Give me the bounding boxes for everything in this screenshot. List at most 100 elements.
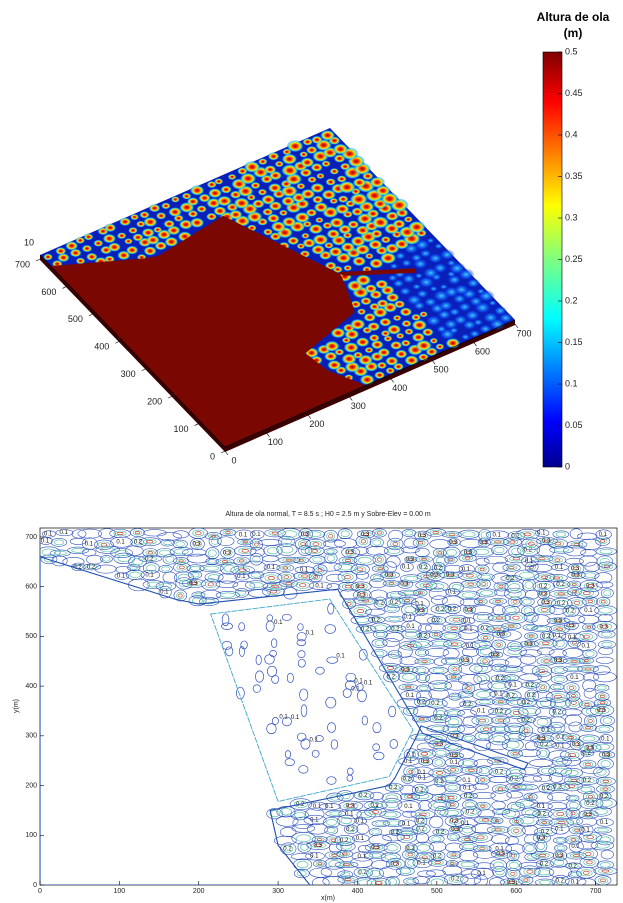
contour-label: 0.2 [583,778,592,784]
contour-label: 0.3 [391,861,400,867]
colorbar-tick-label: 0.5 [565,46,578,56]
contour-label: 0.2 [527,693,536,699]
wave-spot [325,178,336,186]
wave-spot [86,253,98,261]
contour-label: 0.3 [400,582,409,588]
wave-spot [190,218,204,228]
y-tick-label: 600 [41,287,56,297]
wave-spot [214,178,223,184]
y-tick [195,424,199,426]
wave-spot [300,157,314,167]
contour-label: 0.3 [566,623,575,629]
y-tick [115,341,119,343]
contour-label: 0.2 [539,584,548,590]
wave-spot [454,284,470,295]
wave-spot [117,232,127,239]
contour-label: 0.1 [477,871,486,877]
contour-label: 0.2 [391,830,400,836]
contour-label: 0.1 [525,559,534,565]
contour-label: 0.3 [451,827,460,833]
contour-label: 0.2 [340,838,349,844]
wave-spot [302,138,313,146]
contour-label: 0.1 [463,618,472,624]
contour-label: 0.1 [556,743,565,749]
contour-label: 0.1 [417,770,426,776]
contour-label: 0.2 [510,777,519,783]
wave-spot [327,360,341,370]
y-tick [89,314,93,316]
wave-spot [268,152,280,160]
y-tick-label: 500 [68,314,83,324]
wave-spot [228,174,237,180]
contour-label: 0.2 [87,564,96,570]
y-tick-label: 700 [25,534,37,541]
contour-label: 0.1 [402,565,411,571]
x-tick-label: 0 [38,888,42,895]
wave-spot [390,341,402,350]
contour-label: 0.3 [524,642,533,648]
contour-label: 0.1 [555,565,564,571]
colorbar-tick-label: 0.4 [565,129,578,139]
wave-spot [439,249,455,260]
contour-label: 0.1 [310,854,319,860]
contour-label: 0.1 [336,654,345,660]
wave-spot [377,348,390,357]
y-tick [168,396,172,398]
contour-label: 0.2 [540,861,549,867]
contour-label: 0.1 [418,776,427,782]
wave-spot [315,217,323,223]
contour-label: 0.2 [415,788,424,794]
contour-label: 0.2 [569,863,578,869]
contour-label: 0.1 [85,541,94,547]
wave-spot [324,341,339,352]
contour-label: 0.1 [537,531,546,537]
wave-spot [119,217,131,226]
y-tick-label: 300 [25,733,37,740]
contour-label: 0.1 [364,681,373,687]
contour-label: 0.3 [385,573,394,579]
y-axis-label: y(m) [13,699,20,713]
wave-spot [132,233,143,241]
wave-spot [416,289,429,298]
contour-label: 0.3 [223,550,232,556]
contour-label: 0.2 [495,709,504,715]
colorbar-tick-label: 0.25 [565,254,583,264]
contour-label: 0.3 [600,624,609,630]
wave-spot [84,233,94,240]
wave-spot [156,212,166,219]
contour-label: 0.2 [522,718,531,724]
contour-label: 0.1 [450,760,459,766]
wave-spot [329,217,344,228]
x-tick-label: 100 [268,437,283,447]
contour-label: 0.2 [542,634,551,640]
wave-spot [350,319,366,330]
contour-label: 0.3 [572,742,581,748]
contour-label: 0.1 [60,530,69,536]
contour-label: 0.2 [463,702,472,708]
contour-label: 0.1 [306,630,315,636]
contour-label: 0.3 [406,557,415,563]
wave-spot [139,211,149,218]
wave-spot [314,202,329,212]
colorbar-title: (m) [564,26,583,40]
contour-label: 0.3 [571,566,580,572]
surface-plot: 0100200300400500600700010020030040050060… [15,128,532,465]
wave-spot [104,223,116,232]
contour-label: 0.2 [506,576,515,582]
wave-spot [312,234,328,246]
x-tick-label: 300 [272,888,284,895]
contour-label: 0.2 [416,818,425,824]
contour-label: 0.3 [192,542,201,548]
contour-label: 0.1 [313,804,322,810]
contour-label: 0.2 [419,565,428,571]
x-tick-label: 700 [590,888,602,895]
wave-spot [282,217,296,227]
contour-label: 0.1 [599,532,608,538]
wave-spot [143,246,156,255]
contour-label: 0.2 [431,701,440,707]
wave-spot [126,246,139,255]
contour-label: 0.3 [346,803,355,809]
contour-label: 0.3 [401,667,410,673]
wave-spot [333,144,349,155]
wave-spot [355,274,371,285]
